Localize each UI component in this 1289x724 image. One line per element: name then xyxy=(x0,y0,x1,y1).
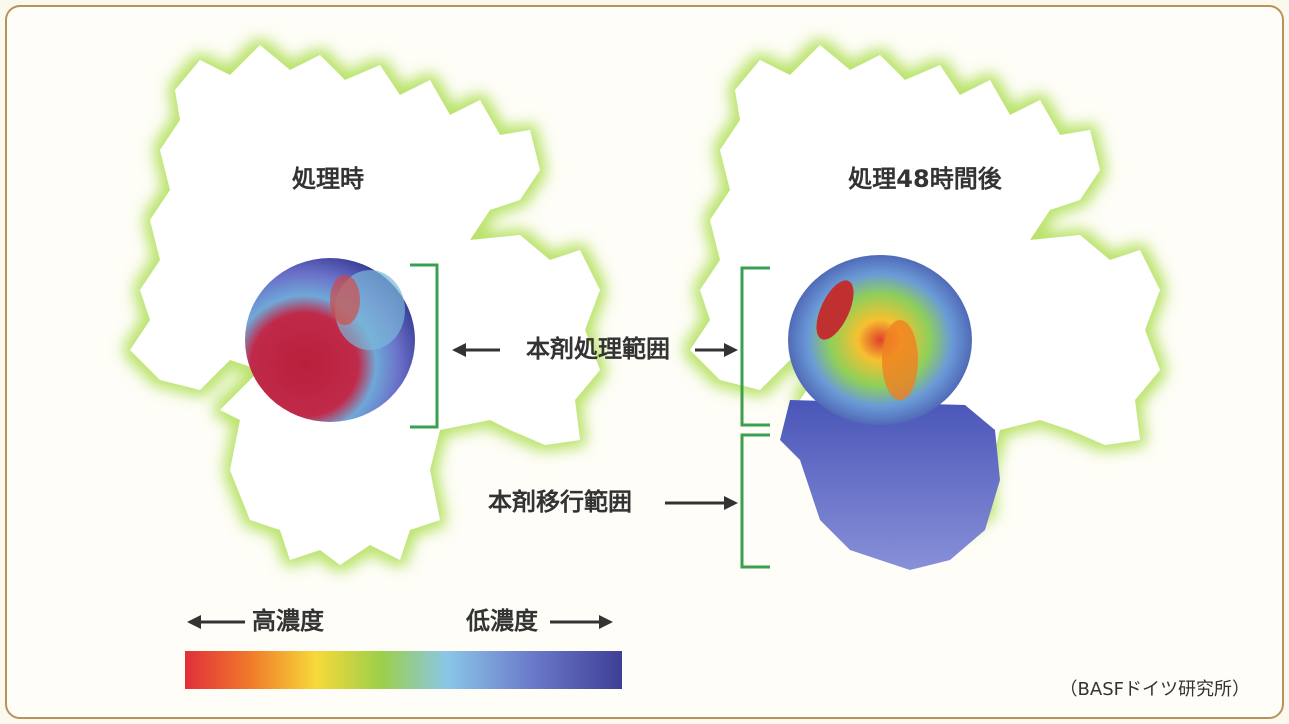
heat-blob xyxy=(882,320,918,400)
source: （BASFドイツ研究所） xyxy=(1060,679,1250,700)
panel-title: 処理48時間後 xyxy=(848,165,1002,193)
panel-title: 処理時 xyxy=(292,165,364,193)
label-moved: 本剤移行範囲 xyxy=(488,488,632,516)
legend-high: 高濃度 xyxy=(252,607,325,635)
legend-low: 低濃度 xyxy=(465,607,539,635)
page: {"panels": [{"title": "処理時"}, {"title": … xyxy=(0,0,1289,724)
heatmap-left xyxy=(245,258,415,422)
label-treated: 本剤処理範囲 xyxy=(526,335,670,363)
heat-blob xyxy=(788,255,972,425)
color-scale xyxy=(185,651,622,689)
figure: 処理時 処理48時間後 本剤処理範囲 本剤移行範囲 高濃度 低濃度 （BASFド… xyxy=(0,0,1289,724)
heat-blob xyxy=(330,275,360,325)
